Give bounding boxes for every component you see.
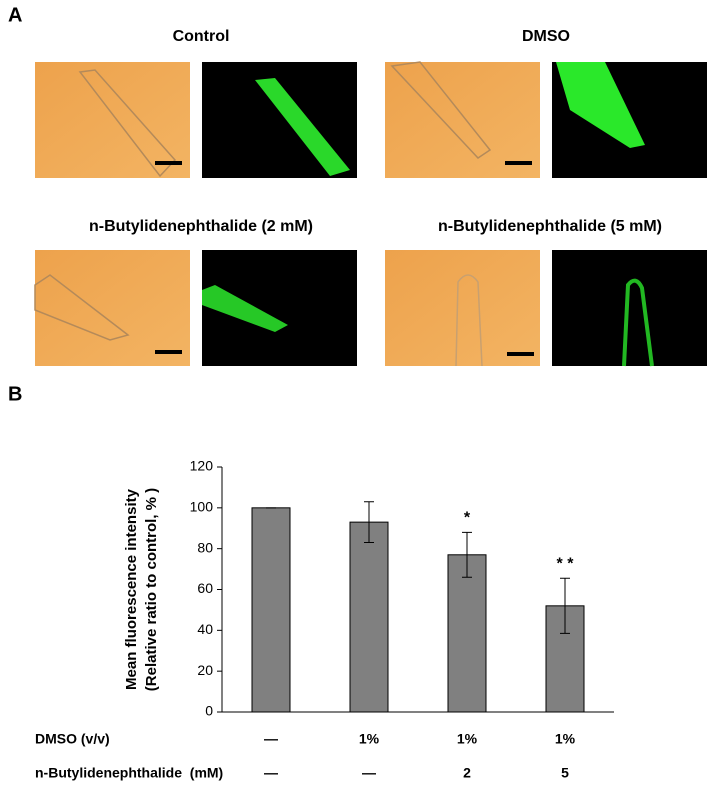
y-tick-label: 40 <box>197 621 213 637</box>
condition-label: DMSO (v/v) <box>35 731 110 747</box>
micrograph <box>385 61 540 178</box>
bar <box>349 521 389 713</box>
y-tick-label: 120 <box>190 458 214 474</box>
y-axis-label: Mean fluorescence intensity <box>123 488 140 690</box>
y-axis-label: (Relative ratio to control, % ) <box>143 488 160 691</box>
panel-label: A <box>8 4 22 26</box>
significance-mark: * * <box>557 555 575 572</box>
bar <box>251 507 291 713</box>
panel-label: B <box>8 383 22 405</box>
condition-label: n-Butylidenephthalide (mM) <box>35 765 223 781</box>
group-title: n-Butylidenephthalide (5 mM) <box>438 218 662 235</box>
y-tick-label: 80 <box>197 539 213 555</box>
micrograph <box>34 250 190 366</box>
micrograph <box>385 250 540 367</box>
condition-value: 2 <box>463 765 471 781</box>
group-title: n-Butylidenephthalide (2 mM) <box>89 218 313 235</box>
condition-value: 1% <box>457 731 478 747</box>
y-tick-label: 20 <box>197 662 213 678</box>
fluorescence-image <box>552 250 707 367</box>
y-tick-label: 60 <box>197 580 213 596</box>
significance-mark: * <box>464 510 471 527</box>
y-tick-label: 100 <box>190 499 214 515</box>
condition-value: 1% <box>359 731 380 747</box>
y-tick-label: 0 <box>205 703 213 719</box>
fluorescence-image <box>552 62 707 178</box>
condition-value: — <box>362 765 376 781</box>
micrograph <box>35 62 190 178</box>
condition-value: 5 <box>561 765 569 781</box>
condition-value: — <box>264 765 278 781</box>
fluorescence-image <box>202 62 357 178</box>
bar <box>447 554 487 713</box>
bar-chart: 0 20 40 60 80 100 120 Mean fluorescence intensi… <box>35 458 614 781</box>
group-title: Control <box>173 28 230 45</box>
error-bar <box>560 577 570 634</box>
group-title: DMSO <box>522 28 570 45</box>
error-bar <box>462 531 472 578</box>
condition-value: — <box>264 731 278 747</box>
fluorescence-image <box>202 250 357 366</box>
condition-value: 1% <box>555 731 576 747</box>
error-bar <box>364 501 374 544</box>
